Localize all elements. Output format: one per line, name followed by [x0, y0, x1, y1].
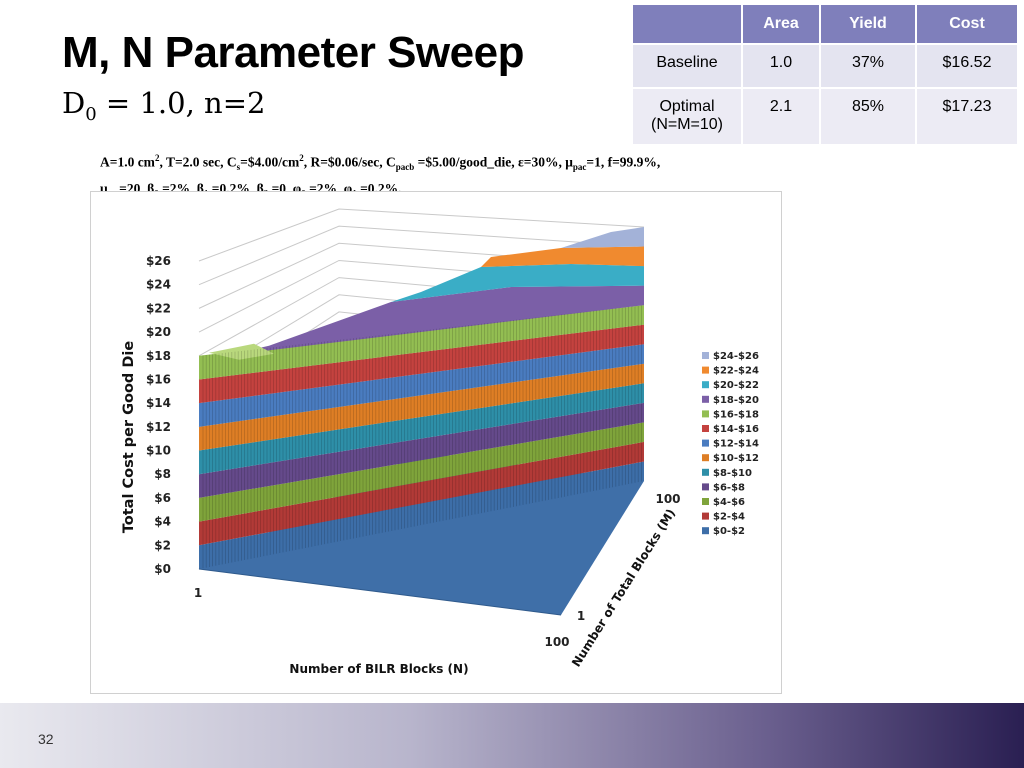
legend-label: $4-$6	[713, 497, 745, 508]
surface-band	[561, 227, 644, 248]
z-tick-label: $4	[154, 515, 171, 529]
legend-label: $18-$20	[713, 395, 759, 406]
legend-swatch	[702, 439, 709, 447]
surface-band	[199, 441, 644, 546]
table-header-blank	[631, 3, 743, 45]
x-axis-label: Number of BILR Blocks (N)	[289, 662, 468, 676]
surface-band	[224, 285, 644, 356]
surface-band	[199, 422, 644, 522]
z-tick-label: $24	[146, 278, 171, 292]
legend-swatch	[702, 527, 709, 535]
table-header-cost: Cost	[915, 3, 1019, 45]
parameter-fragment: pac	[572, 162, 587, 173]
z-tick-label: $2	[154, 538, 171, 552]
legend-swatch	[702, 498, 709, 505]
legend-swatch	[702, 425, 709, 432]
footer-bar	[0, 703, 1024, 768]
y-tick-label: 1	[577, 609, 585, 623]
parameter-fragment: , R=$0.06/sec, C	[303, 154, 396, 170]
surface-band	[199, 324, 644, 404]
legend-label: $2-$4	[713, 512, 745, 523]
legend-label: $12-$14	[713, 439, 759, 450]
surface-band	[199, 402, 644, 498]
parameter-fragment: A=1.0 cm	[100, 154, 155, 170]
surface-band	[391, 264, 644, 302]
legend-swatch	[702, 454, 709, 462]
table-row: Baseline 1.0 37% $16.52	[631, 43, 1019, 89]
page-number: 32	[38, 731, 54, 747]
surface-chart: $0 $2 $4 $6 $8 $10 $12 $14 $16 $18 $20 $22 $24 $26 Tot…	[121, 208, 759, 676]
x-tick-label: 1	[194, 586, 202, 600]
z-tick-label: $8	[154, 467, 171, 481]
row-label: Optimal (N=M=10)	[631, 87, 743, 146]
parameter-line-1: A=1.0 cm2, T=2.0 sec, Cs=$4.00/cm2, R=$0…	[100, 148, 860, 178]
table-row: Optimal (N=M=10) 2.1 85% $17.23	[631, 87, 1019, 146]
legend-label: $22-$24	[713, 366, 759, 377]
legend-label: $0-$2	[713, 526, 745, 537]
legend-label: $10-$12	[713, 453, 759, 464]
gridline	[198, 208, 645, 262]
legend-swatch	[702, 352, 709, 359]
x-tick-label: 100	[544, 635, 569, 649]
parameter-fragment: =$5.00/good_die, ε=30%, μ	[414, 154, 573, 170]
z-tick-label: $20	[146, 325, 171, 339]
row-label: Baseline	[631, 43, 743, 89]
gridline	[198, 225, 645, 286]
z-tick-label: $18	[146, 349, 171, 363]
legend-label: $24-$26	[713, 351, 759, 362]
legend-label: $14-$16	[713, 424, 759, 435]
row-area: 1.0	[741, 43, 821, 89]
parameter-fragment: 2	[154, 153, 160, 163]
parameter-fragment: =$4.00/cm	[240, 154, 300, 170]
legend-swatch	[702, 366, 709, 374]
row-cost: $17.23	[915, 87, 1019, 146]
surface-band	[199, 344, 644, 427]
z-tick-label: $10	[146, 444, 171, 458]
comparison-table: Area Yield Cost Baseline 1.0 37% $16.52 …	[631, 3, 1019, 146]
row-area: 2.1	[741, 87, 821, 146]
legend-label: $6-$8	[713, 482, 745, 493]
legend-swatch	[702, 468, 709, 476]
y-tick-label: 100	[655, 492, 680, 506]
row-yield: 85%	[819, 87, 917, 146]
parameter-fragment: s	[236, 162, 241, 173]
z-axis-label: Total Cost per Good Die	[121, 341, 137, 534]
surface-dip	[209, 343, 274, 360]
parameter-fragment: =1, f=99.9%,	[586, 154, 661, 170]
legend-swatch	[702, 512, 709, 520]
z-tick-label: $12	[146, 420, 171, 434]
surface-band	[199, 461, 644, 569]
parameter-fragment: μ	[100, 181, 108, 197]
legend-swatch	[702, 410, 709, 418]
chart-frame: $0 $2 $4 $6 $8 $10 $12 $14 $16 $18 $20 $22 $24 $26 Tot…	[90, 191, 782, 694]
legend-swatch	[702, 483, 709, 491]
legend-label: $8-$10	[713, 468, 752, 479]
legend-label: $20-$22	[713, 380, 759, 391]
table-header-area: Area	[741, 3, 821, 45]
parameter-fragment: pacb	[395, 162, 415, 173]
surface-band	[199, 383, 644, 475]
z-tick-label: $26	[146, 254, 171, 268]
z-tick-label: $0	[154, 562, 171, 576]
z-tick-label: $14	[146, 396, 171, 410]
table-header-yield: Yield	[819, 3, 917, 45]
slide-subtitle: D0 = 1.0, n=2	[62, 86, 266, 125]
floor-edge	[198, 568, 562, 616]
row-yield: 37%	[819, 43, 917, 89]
legend-swatch	[702, 395, 709, 403]
slide-title: M, N Parameter Sweep	[62, 28, 524, 77]
z-tick-label: $6	[154, 491, 171, 505]
parameter-fragment: 2	[299, 153, 304, 163]
z-tick-label: $22	[146, 301, 171, 315]
legend-label: $16-$18	[713, 409, 759, 420]
surface-band	[481, 246, 644, 267]
z-tick-label: $16	[146, 372, 171, 386]
row-cost: $16.52	[915, 43, 1019, 89]
surface-band	[199, 363, 644, 451]
legend-swatch	[702, 381, 709, 389]
surface-band	[199, 305, 644, 380]
parameter-fragment: , T=2.0 sec, C	[159, 154, 237, 170]
